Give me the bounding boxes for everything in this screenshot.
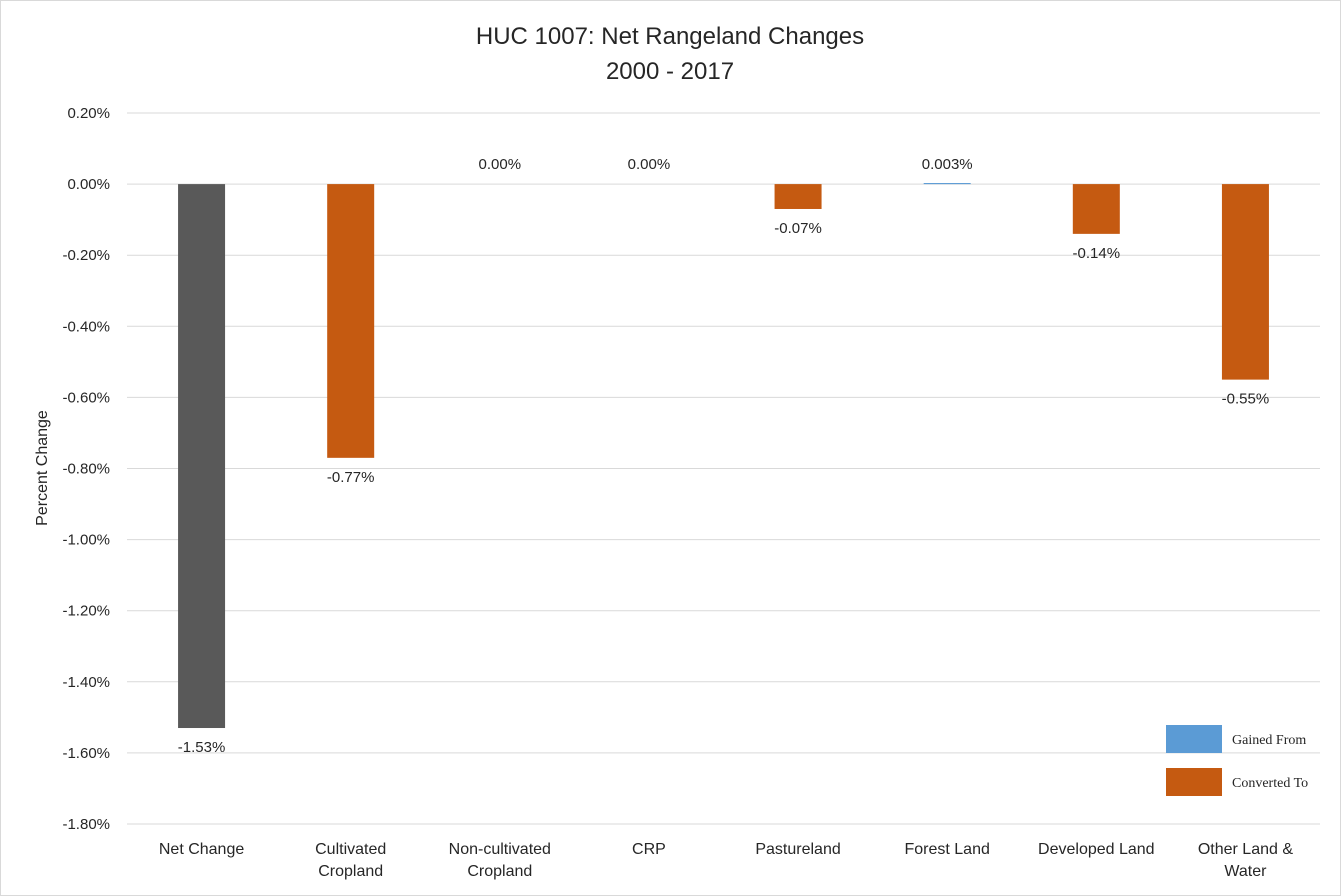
y-tick-label: -1.60%	[62, 745, 110, 762]
y-tick-label: -1.00%	[62, 532, 110, 549]
category-label: Other Land & Water	[1198, 841, 1294, 880]
y-tick-label: -1.40%	[62, 674, 110, 691]
data-label: -0.55%	[1222, 391, 1270, 408]
y-tick-label: -0.60%	[62, 389, 110, 406]
y-tick-labels: 0.20% 0.00% -0.20% -0.40% -0.60% -0.80% -1.00%…	[62, 105, 110, 833]
data-label: -0.77%	[327, 469, 375, 486]
bar	[774, 184, 822, 209]
bar	[327, 184, 375, 458]
data-label: -0.14%	[1073, 245, 1121, 262]
legend-label: Converted To	[1232, 776, 1308, 791]
category-label: Cultivated Cropland	[315, 841, 386, 880]
data-label: 0.003%	[922, 156, 973, 173]
chart-subtitle: 2000 - 2017	[606, 58, 734, 85]
y-axis-label: Percent Change	[34, 410, 51, 526]
category-label: Non-cultivated Cropland	[449, 841, 551, 880]
data-label: 0.00%	[628, 156, 671, 173]
category-labels: Net Change Cultivated Cropland Non-cultivat…	[159, 841, 1293, 880]
data-label: -0.07%	[774, 220, 822, 237]
gridlines	[127, 112, 1320, 825]
data-labels: -1.53% -0.77% 0.00% 0.00% -0.07% 0.003% -0.14%…	[178, 156, 1269, 756]
data-label: -1.53%	[178, 739, 226, 756]
legend-swatch	[1166, 768, 1222, 796]
category-label: CRP	[632, 841, 666, 858]
legend: Gained From Converted To	[1166, 725, 1308, 796]
y-tick-label: -1.20%	[62, 603, 110, 620]
bar	[178, 184, 226, 729]
y-tick-label: -1.80%	[62, 816, 110, 833]
y-tick-label: -0.80%	[62, 461, 110, 478]
category-label: Developed Land	[1038, 841, 1155, 858]
data-label: 0.00%	[479, 156, 522, 173]
legend-swatch	[1166, 725, 1222, 753]
bar	[923, 183, 971, 185]
bars	[178, 183, 1269, 729]
chart-title: HUC 1007: Net Rangeland Changes	[476, 23, 864, 50]
legend-label: Gained From	[1232, 733, 1306, 748]
y-tick-label: -0.20%	[62, 247, 110, 264]
bar	[1221, 184, 1269, 380]
category-label: Pastureland	[755, 841, 840, 858]
y-tick-label: 0.20%	[67, 105, 110, 122]
category-label: Net Change	[159, 841, 244, 858]
y-tick-label: -0.40%	[62, 318, 110, 335]
y-tick-label: 0.00%	[67, 176, 110, 193]
bar	[1072, 184, 1120, 234]
category-label: Forest Land	[904, 841, 989, 858]
